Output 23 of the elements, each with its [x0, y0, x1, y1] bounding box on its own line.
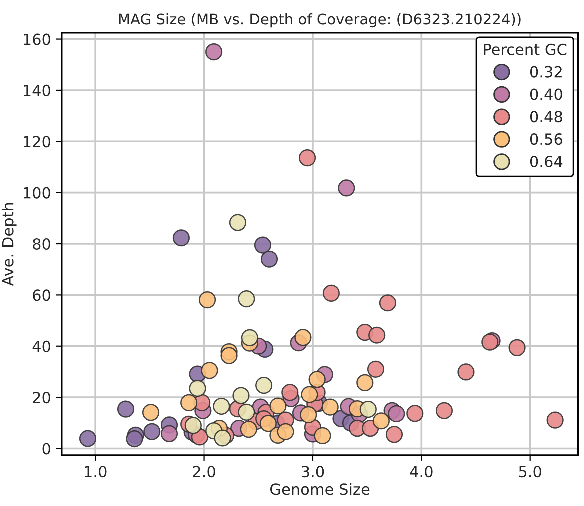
legend-label: 0.48: [530, 111, 562, 123]
x-tick-label: 5.0: [519, 466, 542, 478]
x-tick-label: 2.0: [193, 466, 216, 478]
y-tick-label: 0: [42, 443, 50, 455]
y-tick-label: 100: [24, 187, 50, 199]
legend-title: Percent GC: [484, 44, 567, 56]
y-tick-label: 120: [24, 136, 50, 148]
legend-label: 0.32: [530, 66, 562, 78]
legend-label: 0.40: [530, 88, 562, 100]
y-tick-label: 40: [32, 340, 50, 352]
y-tick-label: 160: [24, 34, 50, 46]
legend-label: 0.64: [530, 156, 563, 168]
y-axis-title: Ave. Depth: [2, 203, 17, 286]
y-tick-label: 60: [33, 290, 50, 302]
chart-title: MAG Size (MB vs. Depth of Coverage: (D6323.210224)): [119, 13, 521, 28]
x-axis-title: Genome Size: [270, 483, 370, 496]
x-tick-label: 1.0: [85, 466, 107, 478]
x-tick-label: 3.0: [302, 466, 324, 478]
y-tick-label: 20: [33, 392, 50, 404]
legend-label: 0.56: [530, 134, 562, 146]
y-tick-label: 80: [33, 238, 50, 250]
x-tick-label: 4.0: [410, 466, 433, 478]
y-tick-label: 140: [24, 84, 50, 96]
